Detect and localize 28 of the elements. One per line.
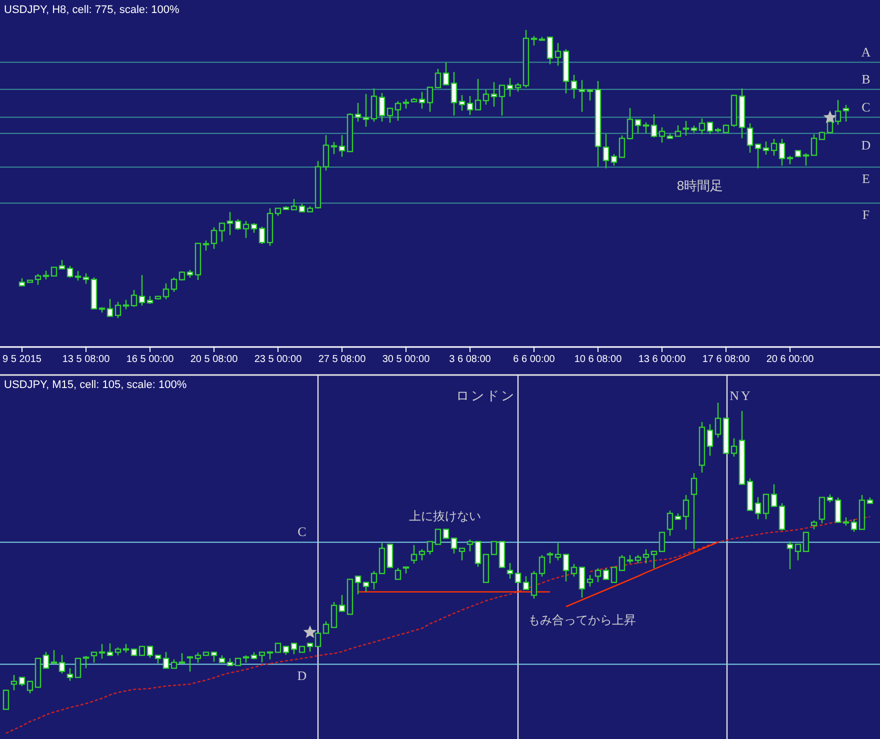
x-tick-label: 20 6 00:00 (766, 354, 814, 365)
ref-line-label: F (862, 207, 870, 222)
annotation: ロンドン (456, 388, 516, 403)
x-tick-label: 9 5 2015 (2, 354, 42, 365)
title: USDJPY, M15, cell: 105, scale: 100% (4, 379, 187, 391)
x-tick-label: 13 5 08:00 (62, 354, 110, 365)
x-tick-label: 27 5 08:00 (318, 354, 366, 365)
ref-line-label: C (862, 99, 870, 114)
annotation: 8時間足 (676, 178, 724, 193)
annotation: NY (730, 388, 752, 403)
annotation: もみ合ってから上昇 (528, 613, 636, 627)
ref-line-label: D (861, 137, 871, 152)
x-tick-label: 3 6 08:00 (449, 354, 492, 365)
x-tick-label: 10 6 08:00 (574, 354, 622, 365)
ref-line-label: D (297, 668, 307, 684)
ref-line-label: E (862, 171, 870, 186)
title: USDJPY, H8, cell: 775, scale: 100% (4, 4, 180, 16)
x-tick-label: 16 5 00:00 (126, 354, 174, 365)
x-tick-label: 20 5 08:00 (190, 354, 238, 365)
x-tick-label: 17 6 08:00 (702, 354, 750, 365)
x-tick-label: 23 5 00:00 (254, 354, 302, 365)
annotation: 上に抜けない (409, 509, 481, 523)
ref-line-label: A (861, 44, 872, 60)
ref-line-label: C (298, 524, 306, 540)
ref-line-label: B (862, 71, 871, 86)
x-tick-label: 30 5 00:00 (382, 354, 430, 365)
x-tick-label: 13 6 00:00 (638, 354, 686, 365)
x-tick-label: 6 6 00:00 (513, 354, 556, 365)
